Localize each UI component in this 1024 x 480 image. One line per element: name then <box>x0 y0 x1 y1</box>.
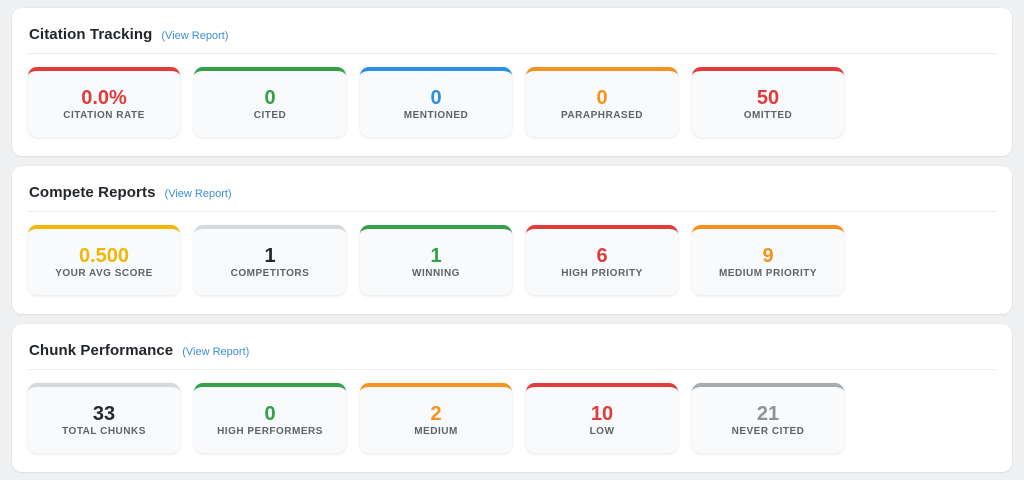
stat-value: 1 <box>430 244 442 267</box>
stat-label: HIGH PERFORMERS <box>217 425 323 437</box>
stat-label: LOW <box>589 425 615 437</box>
stat-label: CITATION RATE <box>63 109 145 121</box>
stat-card-mentioned: 0 MENTIONED <box>360 67 512 137</box>
stat-value: 10 <box>590 402 614 425</box>
panel-title: Compete Reports <box>29 184 156 201</box>
stat-card-winning: 1 WINNING <box>360 225 512 295</box>
stat-value: 21 <box>756 402 780 425</box>
chunk-performance-panel: Chunk Performance (View Report) 33 TOTAL… <box>12 324 1012 472</box>
stat-label: MEDIUM PRIORITY <box>718 267 818 279</box>
stat-value: 33 <box>92 402 116 425</box>
panel-header: Compete Reports (View Report) <box>28 180 996 212</box>
stat-card-avg-score: 0.500 YOUR AVG SCORE <box>28 225 180 295</box>
stat-value: 0 <box>264 86 276 109</box>
stat-card-citation-rate: 0.0% CITATION RATE <box>28 67 180 137</box>
stat-label: TOTAL CHUNKS <box>62 425 146 437</box>
panel-title: Citation Tracking <box>29 26 153 43</box>
stat-value: 2 <box>430 402 442 425</box>
stat-value: 6 <box>596 244 608 267</box>
stat-card-cited: 0 CITED <box>194 67 346 137</box>
stat-label: YOUR AVG SCORE <box>55 267 153 279</box>
stat-label: CITED <box>253 109 287 121</box>
panel-header: Chunk Performance (View Report) <box>28 338 996 370</box>
stat-card-low: 10 LOW <box>526 383 678 453</box>
stat-value: 0.500 <box>78 244 130 267</box>
stat-label: HIGH PRIORITY <box>561 267 643 279</box>
stat-card-high-performers: 0 HIGH PERFORMERS <box>194 383 346 453</box>
panel-title: Chunk Performance <box>29 342 174 359</box>
stat-card-never-cited: 21 NEVER CITED <box>692 383 844 453</box>
stat-value: 0.0% <box>81 86 127 109</box>
stat-label: WINNING <box>412 267 460 279</box>
stat-label: MENTIONED <box>403 109 469 121</box>
view-report-link[interactable]: (View Report) <box>161 30 229 42</box>
stat-value: 0 <box>430 86 442 109</box>
stat-card-medium: 2 MEDIUM <box>360 383 512 453</box>
stat-card-row: 0.0% CITATION RATE 0 CITED 0 MENTIONED 0… <box>28 67 996 137</box>
stat-value: 50 <box>756 86 780 109</box>
stat-card-high-priority: 6 HIGH PRIORITY <box>526 225 678 295</box>
stat-card-paraphrased: 0 PARAPHRASED <box>526 67 678 137</box>
stat-card-competitors: 1 COMPETITORS <box>194 225 346 295</box>
view-report-link[interactable]: (View Report) <box>182 346 250 358</box>
stat-value: 9 <box>762 244 774 267</box>
stat-label: COMPETITORS <box>230 267 310 279</box>
stat-card-total-chunks: 33 TOTAL CHUNKS <box>28 383 180 453</box>
stat-label: MEDIUM <box>414 425 458 437</box>
stat-label: PARAPHRASED <box>561 109 643 121</box>
stat-value: 0 <box>264 402 276 425</box>
stat-label: NEVER CITED <box>731 425 805 437</box>
stat-value: 1 <box>264 244 276 267</box>
stat-card-omitted: 50 OMITTED <box>692 67 844 137</box>
citation-tracking-panel: Citation Tracking (View Report) 0.0% CIT… <box>12 8 1012 156</box>
compete-reports-panel: Compete Reports (View Report) 0.500 YOUR… <box>12 166 1012 314</box>
stat-value: 0 <box>596 86 608 109</box>
stat-card-row: 33 TOTAL CHUNKS 0 HIGH PERFORMERS 2 MEDI… <box>28 383 996 453</box>
stat-label: OMITTED <box>743 109 793 121</box>
view-report-link[interactable]: (View Report) <box>164 188 232 200</box>
stat-card-medium-priority: 9 MEDIUM PRIORITY <box>692 225 844 295</box>
panel-header: Citation Tracking (View Report) <box>28 22 996 54</box>
stat-card-row: 0.500 YOUR AVG SCORE 1 COMPETITORS 1 WIN… <box>28 225 996 295</box>
